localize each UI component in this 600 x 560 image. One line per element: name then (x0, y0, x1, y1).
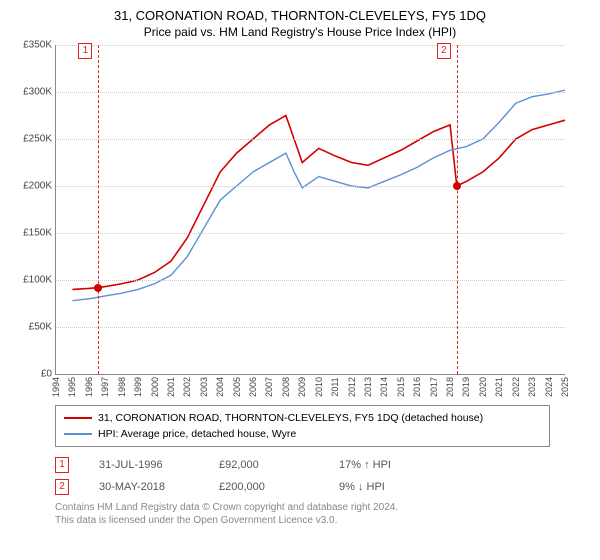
x-axis-label: 1999 (133, 377, 143, 397)
annotation-row: 2 30-MAY-2018 £200,000 9% ↓ HPI (55, 479, 585, 495)
x-axis-label: 2025 (560, 377, 570, 397)
annotation-delta: 9% ↓ HPI (339, 481, 429, 493)
legend-item: 31, CORONATION ROAD, THORNTON-CLEVELEYS,… (64, 410, 541, 426)
annotation-date: 31-JUL-1996 (99, 459, 189, 471)
x-axis-label: 2024 (544, 377, 554, 397)
x-axis-label: 1998 (117, 377, 127, 397)
y-axis-label: £0 (16, 369, 52, 380)
legend-label: HPI: Average price, detached house, Wyre (98, 428, 296, 440)
x-axis-label: 2001 (166, 377, 176, 397)
y-axis-label: £200K (16, 181, 52, 192)
y-axis-label: £100K (16, 275, 52, 286)
series-line (72, 90, 565, 301)
chart-subtitle: Price paid vs. HM Land Registry's House … (15, 25, 585, 39)
x-axis-label: 2018 (445, 377, 455, 397)
x-axis-label: 2010 (314, 377, 324, 397)
chart-area: £0£50K£100K£150K£200K£250K£300K£350K1994… (15, 45, 575, 395)
x-axis-label: 2005 (232, 377, 242, 397)
transaction-marker (94, 284, 102, 292)
y-axis-label: £150K (16, 228, 52, 239)
annotation-row: 1 31-JUL-1996 £92,000 17% ↑ HPI (55, 457, 585, 473)
x-axis-label: 2012 (347, 377, 357, 397)
x-axis-label: 2016 (412, 377, 422, 397)
chart-title: 31, CORONATION ROAD, THORNTON-CLEVELEYS,… (15, 8, 585, 23)
x-axis-label: 2004 (215, 377, 225, 397)
annotation-date: 30-MAY-2018 (99, 481, 189, 493)
y-axis-label: £350K (16, 40, 52, 51)
x-axis-label: 2000 (150, 377, 160, 397)
transaction-tag: 2 (437, 43, 451, 59)
annotation-price: £92,000 (219, 459, 309, 471)
gridline (56, 139, 565, 140)
x-axis-label: 1994 (51, 377, 61, 397)
plot-region: £0£50K£100K£150K£200K£250K£300K£350K1994… (55, 45, 565, 375)
gridline (56, 280, 565, 281)
legend-label: 31, CORONATION ROAD, THORNTON-CLEVELEYS,… (98, 412, 483, 424)
annotation-tag: 1 (55, 457, 69, 473)
x-axis-label: 2023 (527, 377, 537, 397)
legend: 31, CORONATION ROAD, THORNTON-CLEVELEYS,… (55, 405, 550, 447)
transaction-vline (98, 45, 99, 374)
x-axis-label: 2006 (248, 377, 258, 397)
x-axis-label: 2009 (297, 377, 307, 397)
x-axis-label: 2003 (199, 377, 209, 397)
x-axis-label: 1997 (100, 377, 110, 397)
x-axis-label: 2022 (511, 377, 521, 397)
gridline (56, 92, 565, 93)
legend-swatch (64, 417, 92, 419)
x-axis-label: 2020 (478, 377, 488, 397)
x-axis-label: 1996 (84, 377, 94, 397)
x-axis-label: 2014 (379, 377, 389, 397)
legend-item: HPI: Average price, detached house, Wyre (64, 426, 541, 442)
annotation-delta: 17% ↑ HPI (339, 459, 429, 471)
y-axis-label: £250K (16, 134, 52, 145)
footnote-line: Contains HM Land Registry data © Crown c… (55, 501, 585, 514)
x-axis-label: 2019 (461, 377, 471, 397)
y-axis-label: £300K (16, 87, 52, 98)
transaction-vline (457, 45, 458, 374)
legend-swatch (64, 433, 92, 435)
x-axis-label: 2017 (429, 377, 439, 397)
x-axis-label: 2011 (330, 377, 340, 396)
x-axis-label: 2015 (396, 377, 406, 397)
x-axis-label: 2002 (182, 377, 192, 397)
transaction-annotations: 1 31-JUL-1996 £92,000 17% ↑ HPI 2 30-MAY-2018… (55, 457, 585, 495)
x-axis-label: 2008 (281, 377, 291, 397)
gridline (56, 327, 565, 328)
series-line (72, 116, 565, 290)
line-series-svg (56, 45, 565, 374)
gridline (56, 186, 565, 187)
x-axis-label: 2007 (264, 377, 274, 397)
footnote-line: This data is licensed under the Open Gov… (55, 514, 585, 527)
gridline (56, 45, 565, 46)
gridline (56, 233, 565, 234)
transaction-tag: 1 (78, 43, 92, 59)
annotation-tag: 2 (55, 479, 69, 495)
x-axis-label: 2021 (494, 377, 504, 397)
y-axis-label: £50K (16, 322, 52, 333)
x-axis-label: 1995 (67, 377, 77, 397)
x-axis-label: 2013 (363, 377, 373, 397)
annotation-price: £200,000 (219, 481, 309, 493)
transaction-marker (453, 182, 461, 190)
footnote: Contains HM Land Registry data © Crown c… (55, 501, 585, 527)
